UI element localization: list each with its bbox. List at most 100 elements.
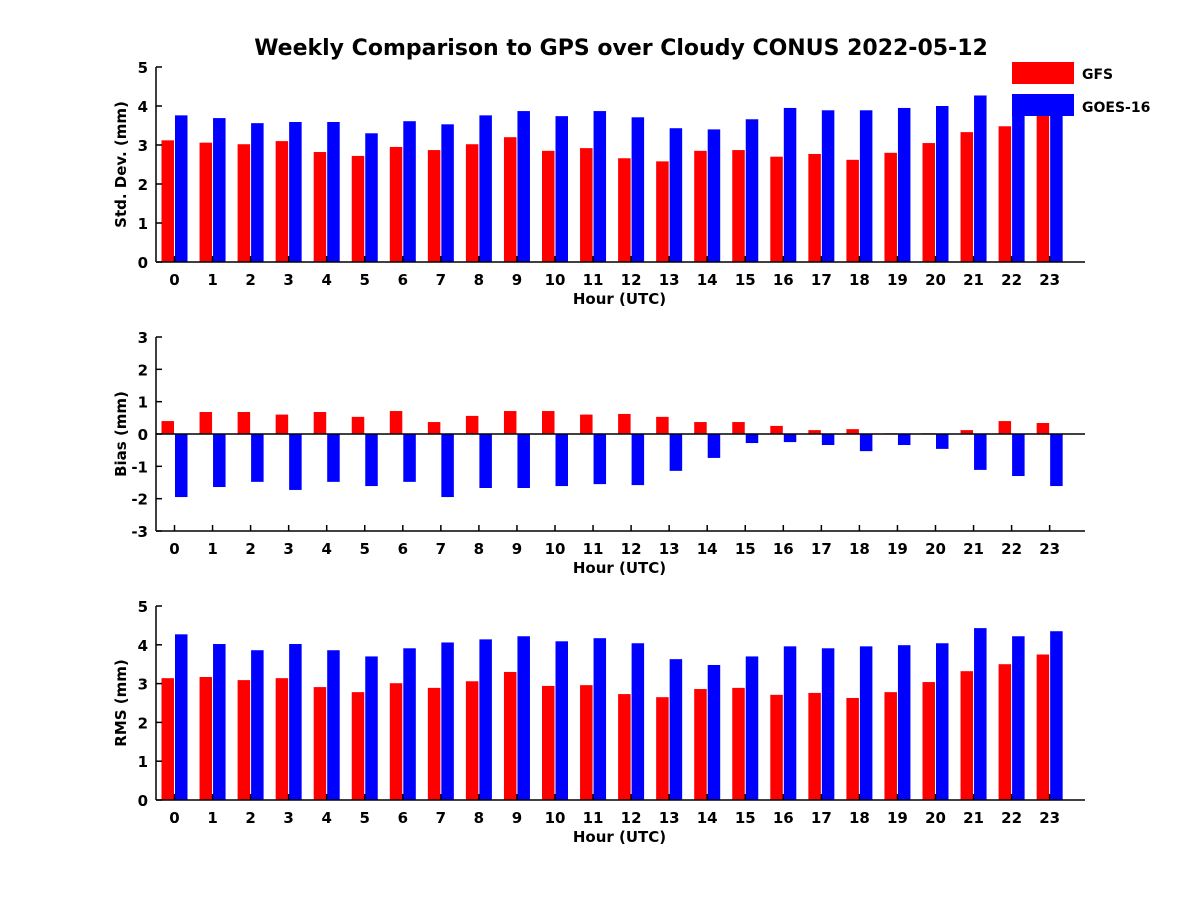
bar-gfs-hour-17: [808, 153, 821, 262]
y-tick-label: 3: [138, 676, 148, 694]
x-tick-label: 17: [811, 809, 832, 827]
x-tick-label: 16: [773, 540, 794, 558]
x-tick-label: 13: [659, 271, 680, 289]
bar-goes16-hour-8: [479, 115, 492, 262]
bar-goes16-hour-14: [707, 434, 721, 458]
x-tick-label: 10: [545, 271, 566, 289]
bar-gfs-hour-22: [998, 664, 1012, 800]
bar-goes16-hour-15: [745, 434, 759, 444]
bar-gfs-hour-9: [503, 411, 517, 434]
bar-gfs-hour-8: [465, 144, 479, 262]
x-tick-label: 5: [360, 540, 370, 558]
bar-gfs-hour-10: [542, 411, 555, 434]
x-tick-label: 6: [398, 540, 408, 558]
bar-gfs-hour-15: [732, 422, 745, 434]
x-tick-label: 11: [583, 271, 604, 289]
y-tick-label: 5: [138, 598, 148, 616]
x-tick-label: 8: [474, 809, 484, 827]
y-tick-label: 1: [138, 753, 148, 771]
x-tick-label: 18: [849, 540, 870, 558]
y-tick-label: 2: [138, 714, 148, 732]
bar-gfs-hour-4: [313, 152, 327, 262]
legend-label-goes16: GOES-16: [1082, 100, 1150, 116]
bar-gfs-hour-3: [275, 414, 289, 434]
y-axis-label: Std. Dev. (mm): [112, 101, 130, 228]
bar-goes16-hour-0: [175, 434, 188, 498]
bar-goes16-hour-22: [1012, 434, 1025, 477]
bar-gfs-hour-19: [884, 152, 897, 262]
bar-gfs-hour-23: [1036, 423, 1050, 434]
bar-goes16-hour-16: [783, 646, 797, 800]
bar-goes16-hour-6: [403, 121, 416, 263]
bar-gfs-hour-15: [732, 150, 745, 262]
bar-gfs-hour-19: [884, 692, 897, 800]
bar-goes16-hour-23: [1050, 434, 1063, 487]
bar-goes16-hour-3: [289, 644, 302, 800]
bar-gfs-hour-9: [503, 671, 517, 800]
bar-gfs-hour-7: [427, 687, 441, 800]
y-tick-label: -2: [131, 491, 148, 509]
bar-goes16-hour-3: [289, 434, 302, 490]
x-tick-label: 16: [773, 809, 794, 827]
x-tick-label: 18: [849, 271, 870, 289]
x-tick-label: 9: [512, 271, 522, 289]
x-tick-label: 10: [545, 540, 566, 558]
bar-goes16-hour-7: [441, 124, 454, 262]
x-tick-label: 5: [360, 809, 370, 827]
x-tick-label: 17: [811, 540, 832, 558]
bar-gfs-hour-6: [389, 146, 403, 262]
legend-label-gfs: GFS: [1082, 67, 1113, 83]
bar-goes16-hour-15: [745, 656, 759, 800]
bar-goes16-hour-23: [1050, 107, 1063, 262]
bar-goes16-hour-9: [517, 434, 530, 488]
y-tick-label: 1: [138, 215, 148, 233]
x-tick-label: 6: [398, 809, 408, 827]
x-tick-label: 21: [963, 271, 984, 289]
x-tick-label: 0: [169, 540, 179, 558]
x-tick-label: 9: [512, 540, 522, 558]
bar-gfs-hour-0: [161, 140, 174, 262]
bar-gfs-hour-2: [237, 412, 251, 434]
bar-gfs-hour-18: [846, 429, 859, 434]
x-tick-label: 9: [512, 809, 522, 827]
x-tick-label: 23: [1039, 540, 1060, 558]
bar-goes16-hour-17: [821, 110, 835, 262]
x-tick-label: 11: [583, 540, 604, 558]
x-tick-label: 7: [436, 540, 446, 558]
y-tick-label: 4: [138, 98, 148, 116]
bar-goes16-hour-12: [631, 434, 645, 486]
bar-goes16-hour-2: [251, 434, 264, 482]
bar-gfs-hour-9: [503, 137, 517, 262]
bar-gfs-hour-20: [922, 682, 935, 800]
bar-gfs-hour-11: [580, 685, 593, 800]
bar-gfs-hour-3: [275, 678, 289, 800]
bar-gfs-hour-18: [846, 697, 859, 800]
bar-gfs-hour-8: [465, 681, 479, 800]
bar-gfs-hour-16: [770, 425, 783, 434]
y-axis-label: RMS (mm): [112, 659, 130, 746]
x-tick-label: 15: [735, 271, 756, 289]
bar-goes16-hour-10: [555, 116, 568, 262]
x-tick-label: 22: [1001, 809, 1022, 827]
bar-gfs-hour-11: [580, 148, 593, 262]
x-tick-label: 11: [583, 809, 604, 827]
x-tick-label: 23: [1039, 271, 1060, 289]
bar-goes16-hour-22: [1012, 106, 1025, 262]
bar-goes16-hour-10: [555, 434, 568, 487]
x-tick-label: 10: [545, 809, 566, 827]
bar-gfs-hour-5: [351, 155, 365, 262]
bar-gfs-hour-5: [351, 416, 365, 434]
x-tick-label: 5: [360, 271, 370, 289]
bar-goes16-hour-9: [517, 111, 530, 262]
bar-goes16-hour-19: [897, 434, 911, 445]
x-tick-label: 22: [1001, 271, 1022, 289]
bar-goes16-hour-8: [479, 639, 492, 800]
bar-goes16-hour-8: [479, 434, 492, 488]
x-tick-label: 20: [925, 540, 946, 558]
bar-goes16-hour-4: [327, 121, 340, 263]
bar-gfs-hour-22: [998, 126, 1012, 262]
x-tick-label: 12: [621, 271, 642, 289]
bar-goes16-hour-15: [745, 119, 759, 262]
bar-goes16-hour-5: [365, 656, 378, 800]
